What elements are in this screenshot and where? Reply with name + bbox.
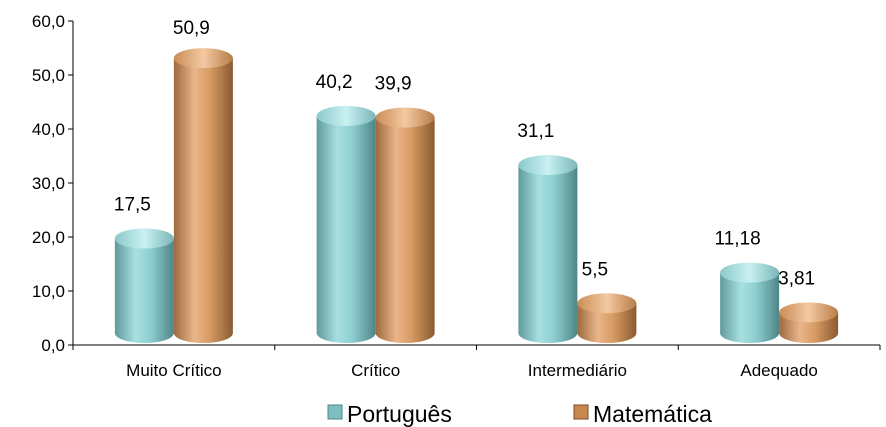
bar [577,293,637,343]
bar [114,228,174,343]
bar [375,107,435,343]
y-tick-label: 50,0 [32,66,65,85]
data-label: 17,5 [114,195,151,216]
bar [173,48,233,343]
bar-top [577,293,637,314]
bar-body [173,58,233,343]
data-label: 11,18 [715,229,761,250]
x-tick-label: Adequado [740,361,818,380]
data-label: 5,5 [582,259,608,280]
bar [518,155,578,343]
bar-top [375,107,435,128]
bar-top [114,228,174,249]
data-label: 31,1 [517,121,554,142]
legend-swatch [327,404,343,420]
bar-top [518,155,578,176]
bar-body [720,272,780,343]
bar-body [316,115,376,343]
y-tick-label: 10,0 [32,282,65,301]
legend-label: Português [347,401,452,427]
bar-body [518,165,578,343]
bar-top [720,262,780,283]
bar [316,105,376,343]
x-tick-label: Muito Crítico [126,361,221,380]
axes: 0,0 10,0 20,0 30,0 40,0 50,0 60,0 Muito Crítico… [32,12,881,380]
bar-top [173,48,233,69]
y-tick-label: 20,0 [32,228,65,247]
bar-body [577,303,637,343]
bar-top [779,302,839,323]
data-label: 3,81 [778,268,815,289]
bar-body [114,238,174,343]
legend-label: Matemática [593,401,712,427]
bar-top [316,105,376,126]
data-labels: 17,5 40,2 31,1 11,18 50,9 39,9 5,5 3,81 [114,18,815,289]
bar [779,302,839,343]
x-tick-label: Intermediário [528,361,627,380]
x-tick-label: Crítico [351,361,400,380]
bars [114,48,839,343]
y-tick-label: 30,0 [32,174,65,193]
y-tick-label: 60,0 [32,12,65,31]
data-label: 40,2 [316,72,353,93]
data-label: 50,9 [173,18,210,39]
y-tick-label: 0,0 [41,336,65,355]
legend-swatch [573,404,589,420]
bar [720,262,780,343]
legend: Português Matemática [327,401,712,427]
bar-body [375,117,435,343]
data-label: 39,9 [375,74,412,95]
y-tick-label: 40,0 [32,120,65,139]
